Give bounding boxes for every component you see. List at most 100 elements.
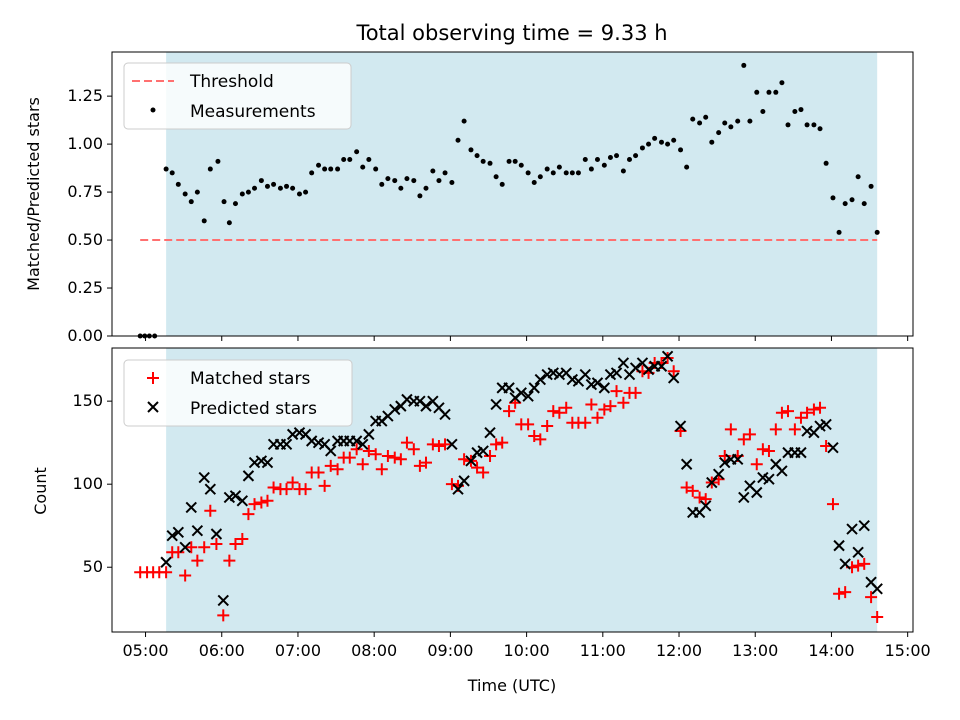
predicted-point — [286, 428, 299, 441]
matched-point — [280, 483, 293, 496]
measurement-point — [531, 179, 537, 185]
x-tick-label: 12:00 — [656, 641, 702, 660]
predicted-point — [484, 426, 496, 439]
matched-legend-label: Matched stars — [190, 369, 310, 389]
matched-point — [610, 385, 623, 398]
matched-point — [439, 438, 452, 451]
measurement-point — [215, 158, 221, 164]
predicted-point — [357, 438, 369, 451]
matched-point — [255, 496, 268, 509]
predicted-point — [458, 475, 470, 487]
matched-point — [807, 403, 820, 416]
predicted-point — [465, 455, 477, 467]
measurement-point — [798, 107, 804, 113]
predicted-point — [363, 428, 375, 441]
matched-point — [445, 478, 458, 491]
matched-point — [375, 463, 388, 476]
measurement-point — [766, 89, 772, 95]
measurement-point — [436, 178, 442, 184]
predicted-point — [655, 360, 668, 372]
measurement-point — [328, 166, 334, 172]
predicted-point — [706, 476, 718, 489]
predicted-point — [871, 583, 883, 595]
predicted-point — [305, 435, 318, 447]
matched-point — [318, 479, 331, 492]
x-tick-label: 11:00 — [580, 641, 626, 660]
measurement-point — [335, 166, 341, 172]
measurement-point — [868, 183, 874, 189]
measurement-point — [366, 156, 372, 162]
measurement-point — [284, 183, 290, 189]
top-panel-ylabel: Matched/Predicted stars — [24, 97, 43, 291]
matched-point — [331, 463, 344, 476]
matched-point — [553, 406, 566, 419]
matched-point — [775, 406, 788, 419]
measurement-point — [550, 170, 556, 176]
measurement-point — [239, 191, 245, 197]
matched-point — [267, 481, 280, 494]
measurement-point — [697, 120, 703, 126]
matched-point — [604, 400, 617, 413]
matched-point — [737, 433, 750, 446]
matched-point — [534, 433, 547, 446]
measurement-point — [182, 191, 188, 197]
measurement-point — [360, 164, 366, 170]
measurement-point — [861, 201, 867, 207]
measurement-point — [652, 135, 658, 141]
matched-point — [490, 438, 503, 451]
measurement-point — [430, 168, 436, 174]
measurement-point — [537, 174, 543, 180]
measurement-point — [735, 118, 741, 124]
measurement-point — [423, 185, 429, 191]
measurement-point — [417, 193, 423, 199]
predicted-point — [642, 363, 655, 376]
matched-point — [179, 569, 192, 582]
matched-point — [756, 443, 769, 456]
predicted-point — [490, 398, 502, 411]
matched-point — [858, 557, 871, 570]
matched-point — [160, 566, 173, 579]
predicted-point — [166, 529, 178, 542]
measurement-point — [341, 156, 347, 162]
matched-point — [541, 420, 554, 433]
matched-point — [191, 554, 204, 567]
measurement-point — [493, 174, 499, 180]
measurement-point — [354, 149, 360, 155]
matched-point — [369, 448, 382, 461]
matched-point — [814, 401, 827, 414]
x-tick-label: 07:00 — [275, 641, 321, 660]
measurement-point — [379, 181, 385, 187]
measurement-point — [594, 156, 600, 162]
measurement-point — [271, 181, 277, 187]
y-tick-label: 1.25 — [67, 86, 103, 105]
matched-point — [871, 611, 884, 624]
measurement-point — [221, 199, 227, 205]
y-tick-label: 0.75 — [67, 182, 103, 201]
measurement-point — [760, 108, 766, 114]
measurement-point — [468, 147, 474, 153]
matched-point — [826, 498, 839, 511]
matched-point — [693, 491, 706, 504]
measurement-point — [690, 116, 696, 122]
y-tick-label: 50 — [83, 557, 103, 576]
predicted-point — [667, 372, 680, 384]
matched-point — [598, 403, 611, 416]
matched-point — [229, 537, 242, 550]
predicted-point — [503, 382, 515, 394]
predicted-point — [680, 458, 693, 470]
measurement-point — [716, 130, 722, 136]
x-axis-label: Time (UTC) — [467, 676, 556, 695]
measurement-point — [411, 178, 417, 184]
measurement-point — [874, 229, 880, 235]
measurement-point — [823, 160, 829, 166]
measurement-point — [601, 162, 607, 168]
predicted-point — [751, 486, 763, 499]
measurement-point — [194, 189, 200, 195]
predicted-point — [185, 501, 197, 514]
measurement-point — [226, 220, 232, 226]
measurement-point — [804, 122, 810, 128]
matched-point — [794, 411, 807, 424]
predicted-point — [261, 456, 274, 469]
predicted-point — [522, 390, 534, 402]
